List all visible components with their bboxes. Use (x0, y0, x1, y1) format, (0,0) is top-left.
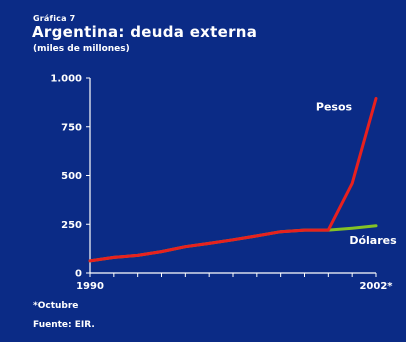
x-tick-label: 2002* (359, 281, 393, 292)
y-tick-label: 1.000 (50, 74, 82, 85)
series-line-pesos (88, 97, 378, 263)
series-label-dolares: Dólares (349, 234, 397, 247)
footnote: *Octubre (33, 301, 79, 311)
series-label-pesos: Pesos (316, 100, 353, 113)
y-tick-label: 750 (61, 122, 82, 133)
figure-label: Gráfica 7 (33, 14, 76, 23)
source-note: Fuente: EIR. (33, 320, 95, 330)
y-tick-label: 250 (61, 220, 82, 231)
chart-subtitle: (miles de millones) (33, 44, 130, 54)
y-tick-label: 500 (61, 171, 82, 182)
chart-title: Argentina: deuda externa (32, 23, 258, 41)
x-tick-label: 1990 (76, 281, 104, 292)
y-tick-label: 0 (75, 269, 82, 280)
